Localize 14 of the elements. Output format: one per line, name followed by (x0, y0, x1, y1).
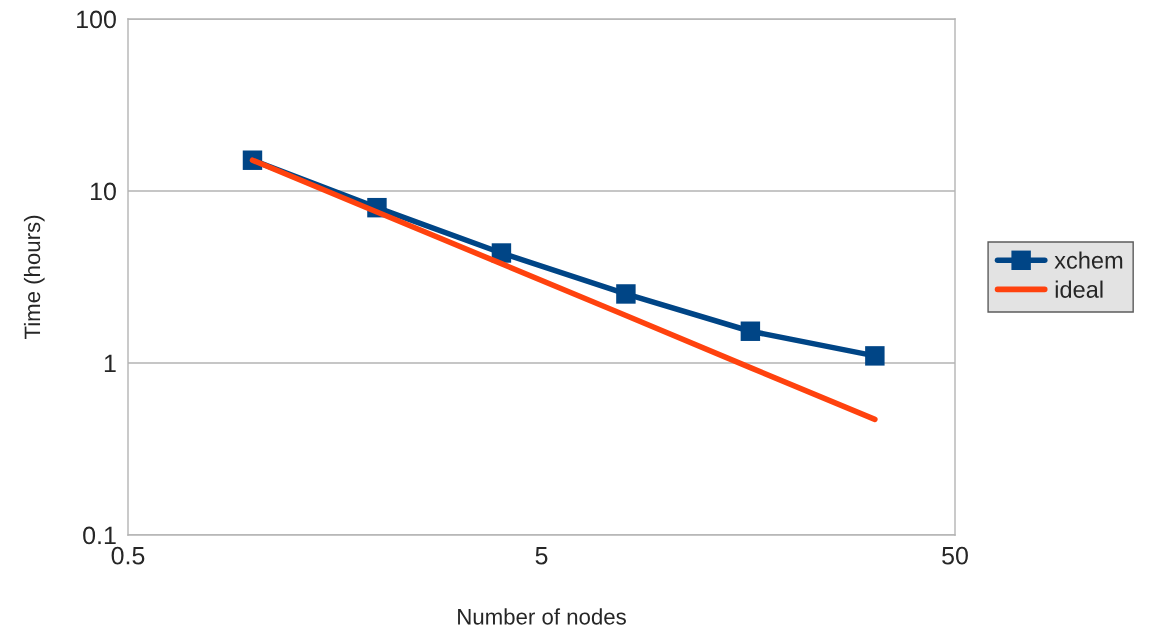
point (740, 321, 761, 341)
y-axis-title: Time (hours) (23, 215, 45, 340)
y-tick-label: 1 (104, 354, 116, 373)
point (616, 284, 636, 304)
x-tick-label: 50 (942, 546, 968, 565)
y-tick-label: 0.1 (83, 526, 116, 545)
legend-label: ideal (1055, 280, 1103, 298)
y-tick-label: 100 (77, 10, 116, 29)
x-tick-label: 5 (535, 547, 548, 565)
y-tick-label: 10 (90, 182, 116, 201)
x-axis-title: Number of nodes (458, 608, 626, 625)
x-tick-label: 0.5 (111, 546, 145, 565)
point (865, 346, 885, 366)
legend-label: xchem (1054, 251, 1123, 269)
